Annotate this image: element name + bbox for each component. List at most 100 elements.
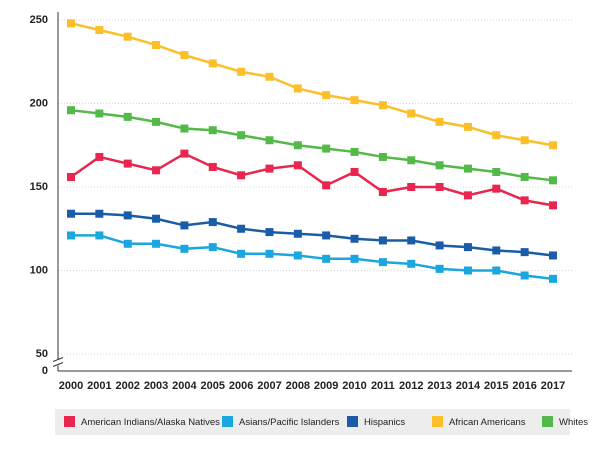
point: [208, 162, 217, 171]
axis-break: [52, 357, 64, 367]
point: [492, 184, 501, 193]
point: [435, 161, 444, 170]
point: [520, 271, 529, 280]
x-tick-label: 2014: [456, 380, 481, 392]
point: [407, 259, 416, 268]
legend-swatch: [347, 416, 358, 427]
x-tick-label: 2006: [229, 380, 253, 392]
legend-swatch: [432, 416, 443, 427]
point: [293, 229, 302, 238]
legend-label: Asians/Pacific Islanders: [239, 417, 340, 428]
point: [322, 254, 331, 263]
point: [350, 234, 359, 243]
point: [67, 19, 75, 28]
point: [152, 214, 161, 223]
point: [492, 167, 501, 176]
y-tick-label: 200: [30, 97, 48, 109]
x-tick-label: 2000: [59, 380, 83, 392]
point: [237, 131, 246, 140]
point: [152, 41, 161, 50]
point: [293, 161, 302, 170]
point: [237, 249, 246, 258]
point: [435, 241, 444, 250]
point: [180, 244, 189, 253]
point: [95, 209, 104, 218]
point: [520, 196, 529, 205]
point: [520, 172, 529, 181]
x-tick-label: 2011: [371, 380, 395, 392]
point: [208, 218, 217, 227]
point: [549, 201, 557, 210]
legend-box: [55, 409, 570, 435]
point: [549, 274, 557, 283]
point: [237, 224, 246, 233]
x-tick-label: 2003: [144, 380, 168, 392]
point: [350, 147, 359, 156]
y-tick-label: 250: [30, 14, 48, 26]
x-tick-label: 2007: [257, 380, 281, 392]
point: [407, 236, 416, 245]
point: [435, 117, 444, 126]
y-tick-label: 150: [30, 181, 48, 193]
y-tick-label: 100: [30, 264, 48, 276]
point: [322, 181, 331, 190]
point: [463, 191, 472, 200]
point: [520, 136, 529, 145]
point: [265, 228, 274, 237]
point: [293, 251, 302, 260]
point: [378, 188, 387, 197]
point: [265, 249, 274, 258]
legend-label: Hispanics: [364, 417, 405, 428]
point: [322, 91, 331, 100]
point: [95, 109, 104, 118]
legend-swatch: [542, 416, 553, 427]
point: [208, 243, 217, 252]
point: [463, 243, 472, 252]
point: [435, 183, 444, 191]
x-tick-label: 2009: [314, 380, 338, 392]
point: [123, 159, 132, 168]
point: [180, 51, 189, 60]
point: [123, 112, 132, 121]
point: [67, 209, 75, 218]
legend-label: American Indians/Alaska Natives: [81, 417, 220, 428]
point: [378, 236, 387, 245]
point: [123, 32, 132, 41]
point: [95, 152, 104, 161]
point: [180, 221, 189, 230]
point: [492, 266, 501, 275]
point: [520, 248, 529, 257]
point: [265, 164, 274, 173]
point: [549, 251, 557, 260]
point: [152, 239, 161, 248]
x-tick-label: 2002: [115, 380, 139, 392]
y-tick-label: 0: [42, 365, 48, 377]
point: [123, 211, 132, 220]
x-tick-label: 2017: [541, 380, 565, 392]
x-tick-label: 2008: [286, 380, 310, 392]
point: [378, 152, 387, 161]
legend-swatch: [64, 416, 75, 427]
point: [492, 131, 501, 140]
x-tick-label: 2010: [342, 380, 366, 392]
point: [293, 141, 302, 150]
x-tick-label: 2012: [399, 380, 423, 392]
point: [67, 106, 75, 115]
point: [67, 231, 75, 240]
point: [549, 141, 557, 150]
point: [265, 136, 274, 145]
point: [407, 183, 416, 191]
point: [322, 144, 331, 153]
point: [492, 246, 501, 255]
point: [350, 167, 359, 176]
point: [152, 166, 161, 175]
x-tick-label: 2004: [172, 380, 197, 392]
point: [265, 72, 274, 81]
point: [463, 266, 472, 275]
series-line: [70, 22, 554, 147]
point: [208, 126, 217, 135]
point: [237, 67, 246, 76]
point: [208, 59, 217, 68]
point: [95, 231, 104, 240]
